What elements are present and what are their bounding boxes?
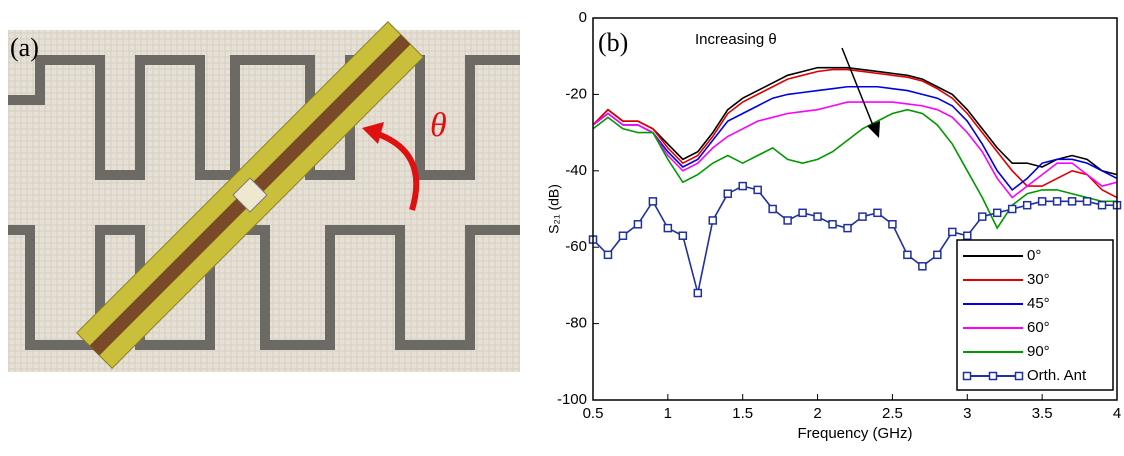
marker [1082, 197, 1092, 206]
legend-box [956, 239, 1114, 391]
annotation-arrow [841, 47, 875, 129]
legend-label: 90° [1027, 343, 1050, 360]
y-tick-label: -60 [565, 238, 587, 255]
x-tick-label: 4 [1113, 405, 1121, 422]
marker [723, 189, 732, 198]
marker [618, 231, 628, 240]
y-tick-label: -80 [565, 315, 587, 332]
annotation-arrowhead [867, 121, 880, 138]
angle-label: θ [430, 107, 447, 144]
x-tick-label: 3 [963, 405, 971, 422]
marker [1097, 200, 1107, 210]
y-tick-label: -100 [557, 391, 587, 408]
marker [738, 181, 747, 191]
legend-label: 60° [1027, 319, 1050, 336]
marker [798, 208, 807, 218]
rotation-arrow [371, 129, 420, 211]
marker [918, 262, 927, 271]
legend-label: 45° [1027, 295, 1050, 312]
marker [753, 185, 762, 195]
x-tick-label: 1.5 [732, 405, 753, 422]
marker [1067, 197, 1077, 206]
x-tick-label: 2 [813, 405, 821, 422]
marker [1007, 204, 1017, 214]
photo: (a) θ [8, 21, 520, 372]
marker [813, 212, 822, 221]
marker [843, 223, 852, 233]
marker [978, 212, 987, 221]
probe [76, 21, 424, 369]
y-axis-label: S₂₁ (dB) [546, 184, 562, 234]
marker [633, 220, 643, 229]
marker [963, 231, 972, 240]
x-tick-label: 3.5 [1032, 405, 1053, 422]
y-tick-label: -20 [565, 85, 587, 102]
x-tick-label: 2.5 [882, 405, 903, 422]
marker [1052, 197, 1062, 206]
marker [768, 204, 777, 214]
marker [873, 208, 882, 218]
panel-label: (a) [10, 33, 39, 62]
series-line [592, 66, 1118, 176]
marker [783, 216, 792, 225]
marker [992, 208, 1002, 218]
y-tick-label: 0 [579, 9, 587, 26]
marker [1022, 200, 1032, 210]
marker [708, 216, 718, 225]
x-tick-label: 1 [664, 405, 672, 422]
marker [678, 231, 688, 240]
marker [648, 197, 658, 206]
marker [948, 227, 957, 237]
marker [858, 212, 867, 221]
marker [903, 250, 912, 260]
legend-marker [1014, 371, 1024, 381]
marker [933, 250, 942, 260]
marker [1037, 197, 1047, 206]
chart: -100 -80 -60 -40 -20 0 0.5 1 1.5 2 2.5 3 3.5 4 Frequen… [546, 9, 1122, 442]
series-line [592, 85, 1118, 192]
marker [693, 288, 703, 298]
legend-label: Orth. Ant [1027, 367, 1087, 384]
y-tick-label: -40 [565, 162, 587, 179]
marker [828, 220, 837, 229]
arrow-head [362, 122, 384, 144]
x-axis-label: Frequency (GHz) [797, 425, 912, 442]
plot-frame [592, 17, 1118, 401]
legend-marker [988, 371, 998, 381]
series-line [592, 108, 1117, 230]
series-line [592, 101, 1118, 199]
series-line [592, 68, 1118, 199]
legend-label: 0° [1027, 247, 1041, 264]
panel-label: (b) [598, 28, 628, 57]
legend-marker [962, 371, 972, 381]
legend-label: 30° [1027, 271, 1050, 288]
marker [888, 220, 897, 229]
annotation: Increasing θ [695, 31, 777, 48]
marker [663, 223, 673, 233]
x-tick-label: 0.5 [583, 405, 604, 422]
meander-top [8, 55, 520, 180]
marker [603, 250, 613, 260]
